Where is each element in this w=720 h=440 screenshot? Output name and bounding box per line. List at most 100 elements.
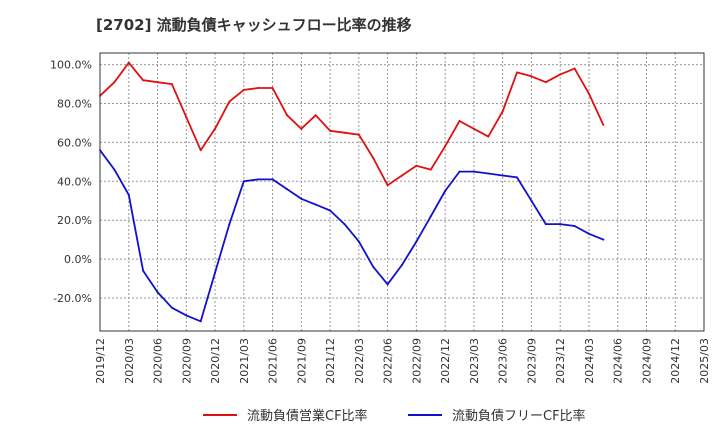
data-point [142, 269, 145, 272]
data-point [501, 110, 504, 113]
data-point [228, 100, 231, 103]
data-point [544, 81, 547, 84]
x-tick-label: 2024/06 [612, 338, 625, 384]
data-point [559, 73, 562, 76]
data-point [458, 120, 461, 123]
data-point [386, 184, 389, 187]
data-point [415, 240, 418, 243]
data-point [285, 188, 288, 191]
data-point [343, 223, 346, 226]
data-point [142, 79, 145, 82]
data-point [170, 83, 173, 86]
data-point [242, 180, 245, 183]
series-group [99, 61, 605, 323]
data-point [185, 314, 188, 317]
y-tick-label: 40.0% [57, 175, 92, 188]
data-point [516, 176, 519, 179]
x-tick-label: 2022/09 [410, 338, 423, 384]
data-point [271, 178, 274, 181]
chart-title: [2702] 流動負債キャッシュフロー比率の推移 [96, 16, 412, 34]
legend-label-1: 流動負債営業CF比率 [247, 408, 368, 424]
data-point [170, 306, 173, 309]
data-point [444, 145, 447, 148]
data-point [214, 127, 217, 130]
data-point [573, 225, 576, 228]
data-point [285, 114, 288, 117]
data-point [127, 193, 130, 196]
x-tick-label: 2023/06 [497, 338, 510, 384]
x-tick-label: 2021/09 [295, 338, 308, 384]
data-point [516, 71, 519, 74]
data-point [487, 172, 490, 175]
data-point [257, 178, 260, 181]
data-point [314, 114, 317, 117]
x-tick-label: 2020/12 [209, 338, 222, 384]
y-tick-label: 20.0% [57, 214, 92, 227]
data-point [386, 283, 389, 286]
data-point [113, 168, 116, 171]
x-tick-label: 2020/09 [180, 338, 193, 384]
data-point [415, 164, 418, 167]
data-point [199, 149, 202, 152]
data-point [372, 265, 375, 268]
data-point [329, 129, 332, 132]
x-tick-label: 2024/12 [669, 338, 682, 384]
data-point [113, 81, 116, 84]
x-tick-label: 2025/03 [698, 338, 711, 384]
data-point [314, 203, 317, 206]
data-point [429, 168, 432, 171]
data-point [530, 199, 533, 202]
x-tick-label: 2021/12 [324, 338, 337, 384]
x-tick-label: 2019/12 [94, 338, 107, 384]
x-tick-label: 2022/03 [353, 338, 366, 384]
data-point [573, 67, 576, 70]
data-point [127, 61, 130, 64]
data-point [329, 209, 332, 212]
data-point [458, 170, 461, 173]
data-point [357, 240, 360, 243]
data-point [199, 320, 202, 323]
data-point [257, 86, 260, 89]
data-point [214, 271, 217, 274]
series-line-1 [99, 61, 605, 187]
y-tick-label: 100.0% [50, 59, 92, 72]
data-point [501, 174, 504, 177]
y-tick-label: 60.0% [57, 136, 92, 149]
x-tick-label: 2022/12 [439, 338, 452, 384]
data-point [357, 133, 360, 136]
x-tick-label: 2021/06 [267, 338, 280, 384]
series-line-2 [99, 149, 604, 323]
data-point [602, 238, 605, 241]
data-point [300, 197, 303, 200]
data-point [343, 131, 346, 134]
data-point [429, 215, 432, 218]
data-point [185, 116, 188, 119]
data-point [300, 127, 303, 130]
y-tick-label: 0.0% [64, 253, 92, 266]
data-point [472, 170, 475, 173]
data-point [228, 223, 231, 226]
data-point [401, 174, 403, 177]
data-point [242, 88, 245, 91]
plot-frame [99, 52, 705, 332]
data-point [602, 123, 605, 126]
x-tick-label: 2024/09 [640, 338, 653, 384]
data-point [587, 232, 590, 235]
data-point [487, 135, 490, 138]
data-point [472, 127, 475, 130]
data-point [544, 223, 547, 226]
data-point [444, 190, 447, 193]
x-tick-label: 2022/06 [382, 338, 395, 384]
y-tick-label: 80.0% [57, 98, 92, 111]
x-tick-label: 2023/03 [468, 338, 481, 384]
x-axis: 2019/12 2020/03 2020/06 2020/09 2020/12 2021/… [94, 338, 711, 384]
grid [99, 53, 705, 331]
data-point [372, 156, 375, 159]
data-point [156, 81, 159, 84]
legend-label-2: 流動負債フリーCF比率 [452, 408, 586, 424]
data-point [271, 86, 274, 89]
x-tick-label: 2023/09 [525, 338, 538, 384]
x-tick-label: 2023/12 [554, 338, 567, 384]
data-point [587, 92, 590, 95]
